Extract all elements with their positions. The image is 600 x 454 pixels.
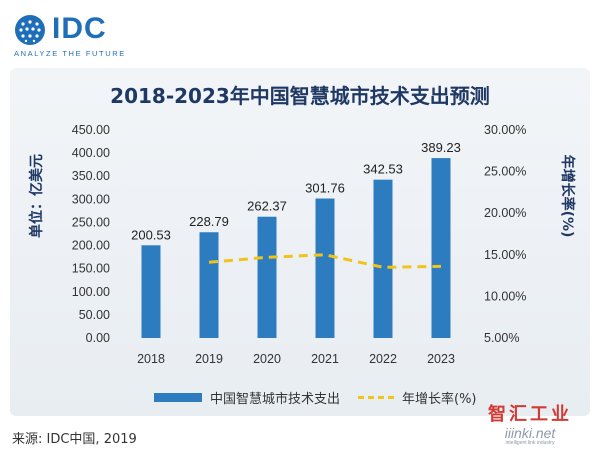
y-right-tick-label: 25.00% (484, 165, 526, 179)
x-tick-label: 2021 (311, 352, 339, 366)
y-right-tick-label: 5.00% (484, 331, 519, 345)
bar-data-label: 200.53 (131, 227, 171, 242)
source-note: 来源: IDC中国, 2019 (12, 432, 137, 447)
x-axis-ticks: 2018 2019 2020 2021 2022 2023 (137, 352, 455, 366)
growth-line (208, 253, 442, 269)
x-tick-label: 2022 (369, 352, 397, 366)
watermark-chinese: 智汇工业 (488, 404, 572, 425)
chart-panel (10, 68, 590, 416)
legend-item-spending: 中国智慧城市技术支出 (154, 388, 340, 407)
watermark-tagline: intelligent link industry (505, 440, 555, 446)
y-left-tick-label: 350.00 (72, 169, 110, 183)
y-left-tick-label: 100.00 (72, 285, 110, 299)
bar-series (141, 158, 451, 338)
bar-data-labels: 200.53 228.79 262.37 301.76 342.53 389.23 (131, 140, 461, 242)
bar-data-label: 389.23 (421, 140, 461, 155)
legend-label-spending: 中国智慧城市技术支出 (210, 392, 341, 407)
bar-2019 (199, 232, 219, 338)
y-right-tick-label: 10.00% (484, 289, 526, 303)
bar-2018 (141, 245, 161, 338)
growth-line-series (208, 253, 442, 269)
y-left-tick-label: 300.00 (72, 192, 110, 206)
chart-title: 2018-2023年中国智慧城市技术支出预测 (110, 84, 490, 108)
y-left-tick-label: 200.00 (72, 239, 110, 253)
legend: 中国智慧城市技术支出 年增长率(%) (0, 388, 600, 408)
bar-2023 (431, 158, 451, 338)
globe-icon (15, 15, 45, 45)
bar-data-label: 342.53 (363, 162, 403, 177)
y-left-tick-label: 50.00 (79, 308, 110, 322)
watermark: 智汇工业 iiinki.net intelligent link industr… (470, 400, 590, 446)
y-right-tick-label: 20.00% (484, 206, 526, 220)
y-right-tick-label: 15.00% (484, 248, 526, 262)
legend-bar-swatch (154, 393, 202, 402)
y-axis-right-ticks: 5.00% 10.00% 15.00% 20.00% 25.00% 30.00% (484, 123, 526, 345)
watermark-site: iiinki.net (504, 425, 556, 441)
y-axis-left-ticks: 0.00 50.00 100.00 150.00 200.00 250.00 300.00 3… (72, 123, 110, 345)
x-tick-label: 2018 (137, 352, 165, 366)
legend-label-growth: 年增长率(%) (402, 392, 477, 407)
idc-logo: IDC ANALYZE THE FUTURE (12, 8, 152, 60)
logo-tagline: ANALYZE THE FUTURE (14, 49, 126, 58)
y-left-tick-label: 0.00 (86, 331, 110, 345)
y-right-tick-label: 30.00% (484, 123, 526, 137)
logo-wordmark: IDC (52, 12, 107, 45)
y-left-tick-label: 250.00 (72, 215, 110, 229)
bar-2021 (315, 198, 335, 338)
bar-2020 (257, 216, 277, 338)
legend-line-swatch (358, 396, 394, 399)
x-tick-label: 2023 (427, 352, 455, 366)
x-tick-label: 2020 (253, 352, 281, 366)
bar-data-label: 301.76 (305, 181, 345, 196)
bar-data-label: 228.79 (189, 214, 229, 229)
legend-item-growth: 年增长率(%) (358, 388, 477, 407)
y-left-tick-label: 400.00 (72, 146, 110, 160)
x-tick-label: 2019 (195, 352, 223, 366)
bar-2022 (373, 179, 393, 338)
y-left-tick-label: 450.00 (72, 123, 110, 137)
bar-data-label: 262.37 (247, 199, 287, 214)
y-left-tick-label: 150.00 (72, 262, 110, 276)
